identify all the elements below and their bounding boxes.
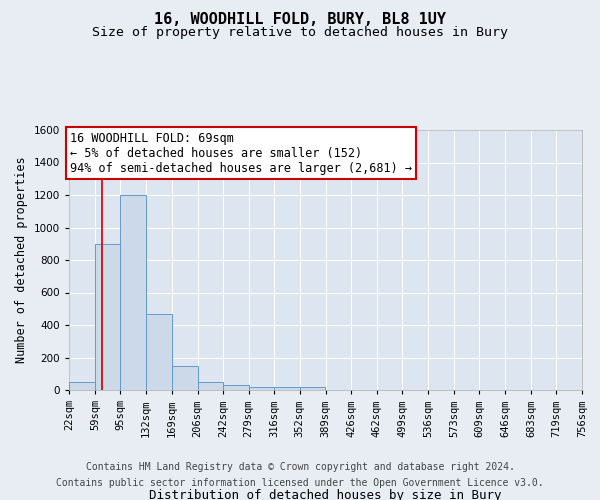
Bar [95,244,120,390]
Bar [120,195,146,390]
Text: Contains public sector information licensed under the Open Government Licence v3: Contains public sector information licen… [56,478,544,488]
Bar [248,387,274,390]
Bar [274,387,299,390]
Text: 16, WOODHILL FOLD, BURY, BL8 1UY: 16, WOODHILL FOLD, BURY, BL8 1UY [154,12,446,28]
Bar [299,387,325,390]
Y-axis label: Number of detached properties: Number of detached properties [15,156,28,364]
X-axis label: Distribution of detached houses by size in Bury: Distribution of detached houses by size … [149,490,502,500]
Bar [197,382,223,390]
Text: Size of property relative to detached houses in Bury: Size of property relative to detached ho… [92,26,508,39]
Bar [172,366,197,390]
Text: Contains HM Land Registry data © Crown copyright and database right 2024.: Contains HM Land Registry data © Crown c… [86,462,514,472]
Bar [146,314,172,390]
Text: 16 WOODHILL FOLD: 69sqm
← 5% of detached houses are smaller (152)
94% of semi-de: 16 WOODHILL FOLD: 69sqm ← 5% of detached… [70,132,412,174]
Bar [223,385,248,390]
Bar [69,382,95,390]
